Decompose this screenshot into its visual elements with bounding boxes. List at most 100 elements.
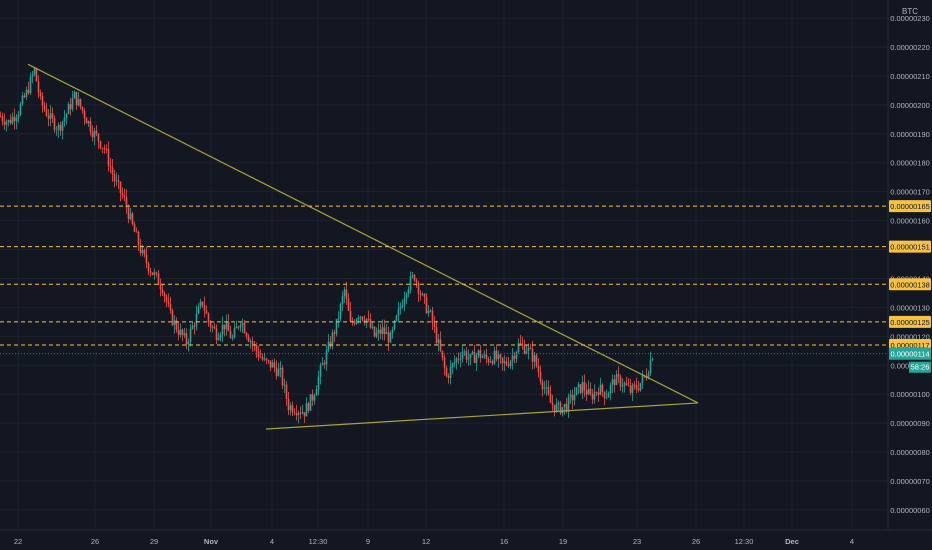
candle-body bbox=[77, 99, 80, 106]
candle-body bbox=[295, 413, 298, 416]
candle-body bbox=[117, 180, 120, 182]
y-tick-label: 0.00000180 bbox=[890, 159, 930, 168]
candle-body bbox=[353, 322, 356, 324]
trendline-lower[interactable] bbox=[265, 402, 699, 430]
candle-body bbox=[413, 275, 416, 281]
level-badge-label: 0.00000165 bbox=[890, 202, 930, 211]
candle-body bbox=[315, 389, 318, 396]
candle-body bbox=[277, 369, 280, 376]
x-tick-label: 26 bbox=[91, 537, 99, 546]
candle-body bbox=[203, 304, 206, 311]
candle-body bbox=[131, 213, 134, 225]
candle-body bbox=[601, 384, 604, 392]
candle-body bbox=[553, 404, 556, 412]
candle-body bbox=[585, 390, 588, 395]
candle-body bbox=[379, 329, 382, 334]
candle-body bbox=[431, 310, 434, 324]
candle-body bbox=[269, 360, 272, 368]
candle-body bbox=[265, 358, 268, 361]
last-price-label: 0.00000114 bbox=[890, 350, 929, 359]
candle-body bbox=[485, 354, 488, 359]
y-tick-label: 0.00000080 bbox=[890, 448, 930, 457]
candle-body bbox=[577, 384, 580, 388]
candle-body bbox=[389, 332, 392, 343]
candle-body bbox=[63, 117, 66, 122]
candle-body bbox=[603, 391, 606, 398]
horizontal-levels[interactable] bbox=[0, 205, 888, 355]
candle-body bbox=[69, 104, 72, 110]
candle-body bbox=[345, 289, 348, 299]
candle-body bbox=[87, 121, 90, 124]
candle-body bbox=[205, 310, 208, 314]
candle-body bbox=[169, 303, 172, 311]
x-tick-label: 4 bbox=[270, 537, 274, 546]
candle-body bbox=[235, 326, 238, 329]
candle-body bbox=[377, 329, 380, 334]
candle-body bbox=[411, 275, 414, 277]
candle-body bbox=[619, 376, 622, 387]
candle-body bbox=[341, 296, 344, 305]
candle-body bbox=[101, 147, 104, 149]
y-tick-label: 0.00000190 bbox=[890, 130, 930, 139]
candle-body bbox=[245, 333, 248, 337]
candle-body bbox=[57, 124, 60, 130]
candle-body bbox=[199, 301, 202, 308]
candle-body bbox=[569, 394, 572, 397]
candle-body bbox=[495, 350, 498, 360]
candle-body bbox=[483, 354, 486, 357]
candle-body bbox=[593, 392, 596, 400]
time-axis[interactable]: 22 26 29 Nov 4 12:30 9 12 16 19 23 26 12:30 Dec 4 bbox=[0, 529, 932, 546]
last-price-badge bbox=[889, 347, 931, 360]
candle-body bbox=[129, 213, 132, 220]
y-tick-label: 0.00000100 bbox=[890, 390, 930, 399]
candle-body bbox=[591, 393, 594, 400]
candle-body bbox=[225, 321, 228, 330]
candle-body bbox=[537, 365, 540, 373]
candle-body bbox=[105, 149, 108, 150]
candle-body bbox=[197, 307, 200, 314]
candle-body bbox=[305, 403, 308, 417]
candle-body bbox=[79, 99, 82, 108]
grid bbox=[0, 0, 888, 530]
candle-body bbox=[349, 310, 352, 322]
candle-body bbox=[623, 383, 626, 386]
candle-body bbox=[237, 326, 240, 328]
candle-body bbox=[67, 104, 70, 114]
candle-body bbox=[53, 118, 56, 130]
candle-body bbox=[191, 325, 194, 329]
candle-body bbox=[45, 109, 48, 116]
candle-body bbox=[211, 326, 214, 328]
candle-body bbox=[525, 351, 528, 354]
candle-body bbox=[617, 374, 620, 377]
candle-body bbox=[565, 403, 568, 412]
candle-body bbox=[383, 327, 386, 335]
x-tick-label: 23 bbox=[633, 537, 641, 546]
candle-body bbox=[631, 384, 634, 393]
candle-body bbox=[155, 272, 158, 274]
level-badge-label: 0.00000125 bbox=[890, 318, 930, 327]
candle-body bbox=[443, 357, 446, 368]
candle-body bbox=[233, 328, 236, 338]
candle-body bbox=[417, 282, 420, 294]
trendline-upper[interactable] bbox=[27, 63, 699, 404]
candle-body bbox=[579, 384, 582, 393]
candle-body bbox=[5, 121, 8, 125]
x-tick-label: 22 bbox=[14, 537, 22, 546]
candle-body bbox=[59, 124, 62, 131]
candle-body bbox=[599, 384, 602, 395]
candle-body bbox=[545, 387, 548, 389]
candle-body bbox=[605, 397, 608, 399]
candle-body bbox=[201, 301, 204, 305]
trendlines[interactable] bbox=[27, 63, 699, 430]
candle-body bbox=[567, 396, 570, 412]
candle-body bbox=[329, 341, 332, 347]
candle-body bbox=[343, 289, 346, 297]
candle-body bbox=[391, 329, 394, 333]
candle-body bbox=[33, 68, 36, 75]
candle-body bbox=[39, 92, 42, 97]
candle-body bbox=[445, 367, 448, 376]
level-badge bbox=[889, 315, 931, 328]
y-tick-label: 0.00000090 bbox=[890, 419, 930, 428]
